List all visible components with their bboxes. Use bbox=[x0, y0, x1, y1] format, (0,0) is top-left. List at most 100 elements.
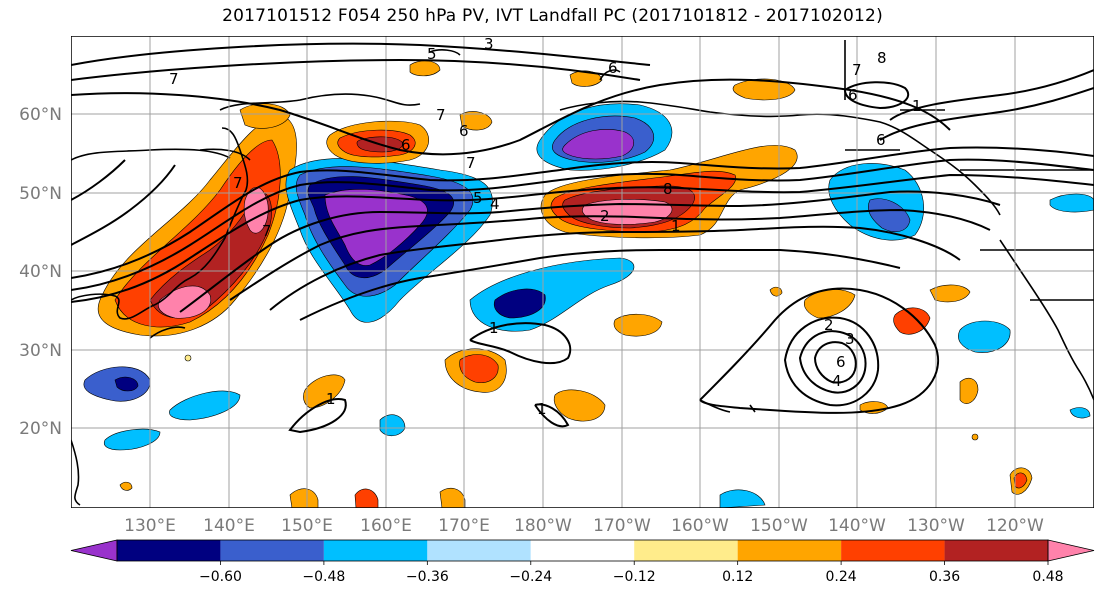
colorbar-segment bbox=[530, 540, 635, 561]
positive-anomaly-region bbox=[929, 284, 971, 303]
negative-anomaly-region bbox=[493, 288, 546, 319]
contour-label: 2 bbox=[600, 207, 610, 225]
positive-anomaly-region bbox=[459, 111, 493, 131]
contour-line bbox=[889, 69, 1094, 121]
positive-anomaly-region bbox=[613, 313, 663, 337]
colorbar-segment bbox=[737, 540, 842, 561]
negative-anomaly-region bbox=[169, 390, 241, 421]
contour-line bbox=[843, 81, 910, 110]
contour-line bbox=[71, 159, 126, 201]
contour-line bbox=[798, 330, 867, 394]
coastline bbox=[960, 169, 1094, 301]
latitude-labels: 60°N 50°N 40°N 30°N 20°N bbox=[19, 105, 62, 439]
negative-anomaly-region bbox=[114, 376, 139, 392]
contour-label: 7 bbox=[466, 154, 476, 172]
negative-anomaly-region bbox=[1069, 407, 1091, 419]
contour-line bbox=[71, 173, 1094, 303]
contour-label: 3 bbox=[845, 330, 855, 348]
contour-line bbox=[229, 208, 991, 301]
colorbar-segment bbox=[117, 540, 221, 561]
lat-label: 30°N bbox=[19, 341, 62, 361]
contour-labels: 5 3 6 7 7 8 6 7 6 7 5 4 8 7 6 2 1 1 1 1 … bbox=[169, 35, 922, 418]
contour-label: 6 bbox=[836, 353, 846, 371]
negative-anomaly-region bbox=[1049, 193, 1094, 213]
contour-line bbox=[179, 190, 1001, 313]
negative-anomaly-region bbox=[103, 428, 161, 451]
contour-label: 1 bbox=[912, 97, 922, 115]
colorbar-tick-label: 0.48 bbox=[1032, 569, 1063, 585]
positive-anomaly-region bbox=[354, 488, 379, 508]
contour-label: 7 bbox=[169, 70, 179, 88]
contour-label: 4 bbox=[490, 195, 500, 213]
colorbar-extend-low bbox=[70, 539, 118, 562]
colorbar-segment bbox=[634, 540, 738, 561]
contour-label: 1 bbox=[537, 400, 547, 418]
lon-label: 120°W bbox=[986, 516, 1044, 536]
gridlines bbox=[71, 36, 1094, 508]
contour-label: 8 bbox=[877, 49, 887, 67]
contour-line bbox=[71, 164, 176, 246]
colorbar-segment bbox=[944, 540, 1048, 561]
positive-anomaly-region bbox=[1013, 472, 1028, 489]
lon-label: 180°W bbox=[514, 516, 572, 536]
lon-label: 160°E bbox=[360, 516, 412, 536]
contour-line bbox=[469, 322, 572, 365]
colorbar-tick-label: 0.24 bbox=[826, 569, 857, 585]
lon-label: 170°E bbox=[438, 516, 490, 536]
colorbar-segment bbox=[220, 540, 324, 561]
contour-label: 6 bbox=[401, 136, 411, 154]
contour-line bbox=[71, 58, 641, 81]
contour-label: 8 bbox=[663, 180, 673, 198]
colorbar-outline bbox=[116, 539, 1049, 562]
colorbar-extend-high bbox=[1047, 539, 1095, 562]
positive-anomaly-region bbox=[439, 487, 466, 508]
plot-title: 2017101512 F054 250 hPa PV, IVT Landfall… bbox=[222, 6, 883, 26]
lat-label: 20°N bbox=[19, 419, 62, 439]
negative-anomaly-region bbox=[719, 489, 766, 508]
lon-label: 150°W bbox=[750, 516, 808, 536]
contour-label: 7 bbox=[436, 106, 446, 124]
lat-label: 40°N bbox=[19, 262, 62, 282]
contour-line bbox=[299, 248, 901, 321]
lon-label: 130°E bbox=[124, 516, 176, 536]
contour-line bbox=[71, 78, 951, 156]
positive-anomaly-region bbox=[289, 488, 319, 508]
lon-label: 140°W bbox=[828, 516, 886, 536]
contour-label: 1 bbox=[489, 319, 499, 337]
contour-line bbox=[879, 87, 1094, 141]
contour-label: 6 bbox=[848, 86, 858, 104]
colorbar: −0.60 −0.48 −0.36 −0.24 −0.12 0.12 0.24 0.36 0.4… bbox=[70, 539, 1095, 585]
contour-line bbox=[699, 287, 940, 414]
lon-label: 130°W bbox=[907, 516, 965, 536]
coastline bbox=[429, 49, 621, 81]
contour-label: 3 bbox=[484, 35, 494, 53]
lon-label: 150°E bbox=[281, 516, 333, 536]
positive-anomaly-region bbox=[553, 389, 606, 422]
contour-label: 7 bbox=[233, 174, 243, 192]
coastline bbox=[71, 439, 81, 506]
lat-label: 50°N bbox=[19, 184, 62, 204]
colorbar-segment bbox=[841, 540, 945, 561]
contour-label: 2 bbox=[824, 316, 834, 334]
contour-label: 4 bbox=[832, 372, 842, 390]
negative-anomaly-region bbox=[324, 189, 428, 266]
coastline bbox=[999, 239, 1094, 401]
positive-anomaly-region bbox=[459, 354, 499, 383]
colorbar-tick-label: 0.12 bbox=[722, 569, 753, 585]
negative-anomaly-region bbox=[958, 320, 1011, 353]
contour-line bbox=[783, 316, 880, 407]
contour-line bbox=[71, 158, 1094, 291]
contour-line bbox=[71, 42, 651, 66]
colorbar-tick-label: −0.48 bbox=[302, 569, 345, 585]
lon-label: 170°W bbox=[593, 516, 651, 536]
contour-label: 6 bbox=[459, 122, 469, 140]
contour-label: 7 bbox=[852, 61, 862, 79]
coastlines bbox=[71, 40, 1094, 506]
colorbar-tick-label: −0.60 bbox=[199, 569, 242, 585]
lon-label: 160°W bbox=[671, 516, 729, 536]
contour-line bbox=[269, 225, 961, 311]
contour-label: 1 bbox=[671, 217, 681, 235]
positive-anomaly-region bbox=[184, 354, 192, 362]
contour-label: 5 bbox=[473, 189, 483, 207]
